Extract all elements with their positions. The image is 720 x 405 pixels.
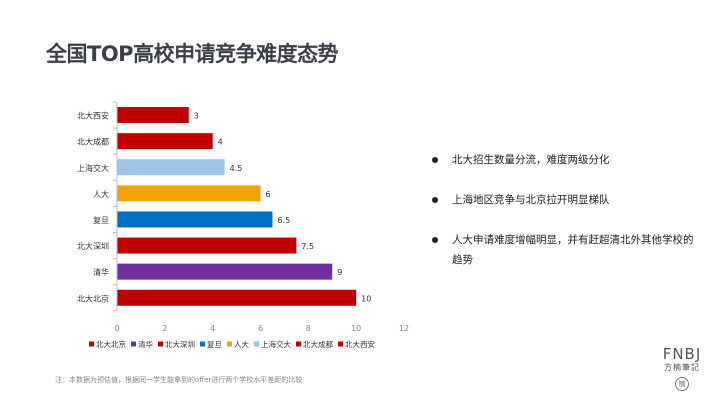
data-label: 6 bbox=[266, 190, 271, 199]
bullet-dot-icon bbox=[432, 237, 438, 243]
x-tick-label: 6 bbox=[258, 324, 263, 333]
legend-item: 北大成都 bbox=[296, 339, 333, 349]
bullet-dot-icon bbox=[432, 197, 438, 203]
bar bbox=[117, 133, 213, 150]
legend-swatch-icon bbox=[200, 341, 205, 347]
data-label: 7.5 bbox=[301, 242, 314, 251]
data-label: 3 bbox=[194, 112, 199, 121]
bullet-item: 北大招生数量分流，难度两级分化 bbox=[432, 150, 702, 170]
legend-label: 人大 bbox=[234, 339, 249, 349]
data-label: 10 bbox=[361, 294, 371, 303]
x-tick-label: 2 bbox=[162, 324, 167, 333]
x-tick-label: 10 bbox=[351, 324, 361, 333]
bar bbox=[117, 211, 273, 228]
legend-label: 北大成都 bbox=[303, 339, 333, 349]
legend-swatch-icon bbox=[89, 341, 94, 347]
bar bbox=[117, 263, 333, 280]
data-label: 4 bbox=[218, 138, 223, 147]
legend-item: 北大西安 bbox=[338, 339, 375, 349]
legend-label: 上海交大 bbox=[261, 339, 291, 349]
bullet-item: 人大申请难度增幅明显，并有赶超清北外其他学校的趋势 bbox=[432, 230, 702, 270]
category-label: 北大深圳 bbox=[77, 241, 109, 251]
page-title: 全国TOP高校申请竞争难度态势 bbox=[46, 42, 339, 66]
category-label: 复旦 bbox=[93, 215, 109, 225]
x-tick-label: 12 bbox=[399, 324, 409, 333]
bullet-text: 上海地区竞争与北京拉开明显梯队 bbox=[452, 194, 610, 206]
footnote: 注：本数据为预估值，根据同一学生能拿到的offer进行两个学校水平差距的比较 bbox=[55, 376, 303, 384]
x-tick-label: 4 bbox=[210, 324, 215, 333]
data-label: 6.5 bbox=[277, 216, 290, 225]
category-label: 北大北京 bbox=[77, 293, 109, 303]
logo-seal-icon: 楠 bbox=[675, 377, 689, 391]
bar bbox=[117, 237, 297, 254]
legend-label: 复旦 bbox=[207, 339, 222, 349]
legend-label: 清华 bbox=[138, 339, 153, 349]
legend-swatch-icon bbox=[131, 341, 136, 347]
data-label: 9 bbox=[337, 268, 342, 277]
legend-label: 北大北京 bbox=[96, 339, 126, 349]
bar bbox=[117, 185, 261, 202]
legend-label: 北大西安 bbox=[345, 339, 375, 349]
legend-swatch-icon bbox=[254, 341, 259, 347]
category-label: 北大西安 bbox=[77, 111, 109, 121]
x-tick-label: 0 bbox=[114, 324, 119, 333]
data-label: 4.5 bbox=[230, 164, 243, 173]
legend-swatch-icon bbox=[158, 341, 163, 347]
legend-item: 人大 bbox=[227, 339, 249, 349]
legend-item: 北大北京 bbox=[89, 339, 126, 349]
bullet-list: 北大招生数量分流，难度两级分化 上海地区竞争与北京拉开明显梯队 人大申请难度增幅… bbox=[432, 150, 702, 290]
legend-item: 上海交大 bbox=[254, 339, 291, 349]
legend-item: 北大深圳 bbox=[158, 339, 195, 349]
x-tick-label: 8 bbox=[306, 324, 311, 333]
category-label: 上海交大 bbox=[77, 163, 109, 173]
bullet-dot-icon bbox=[432, 157, 438, 163]
legend-label: 北大深圳 bbox=[165, 339, 195, 349]
legend-swatch-icon bbox=[296, 341, 301, 347]
legend-swatch-icon bbox=[338, 341, 343, 347]
bar bbox=[117, 289, 357, 306]
category-label: 北大成都 bbox=[77, 137, 109, 147]
bar bbox=[117, 159, 225, 176]
brand-logo: FNBJ 方楠筆記 楠 bbox=[662, 346, 702, 391]
bullet-text: 北大招生数量分流，难度两级分化 bbox=[452, 154, 610, 166]
legend-swatch-icon bbox=[227, 341, 232, 347]
bar bbox=[117, 107, 189, 124]
bullet-text: 人大申请难度增幅明显，并有赶超清北外其他学校的趋势 bbox=[452, 234, 694, 266]
logo-subtitle: 方楠筆記 bbox=[664, 363, 700, 372]
bullet-item: 上海地区竞争与北京拉开明显梯队 bbox=[432, 190, 702, 210]
category-label: 人大 bbox=[93, 189, 109, 199]
legend-item: 复旦 bbox=[200, 339, 222, 349]
logo-wordmark: FNBJ bbox=[662, 345, 702, 363]
legend-item: 清华 bbox=[131, 339, 153, 349]
category-label: 清华 bbox=[93, 267, 109, 277]
